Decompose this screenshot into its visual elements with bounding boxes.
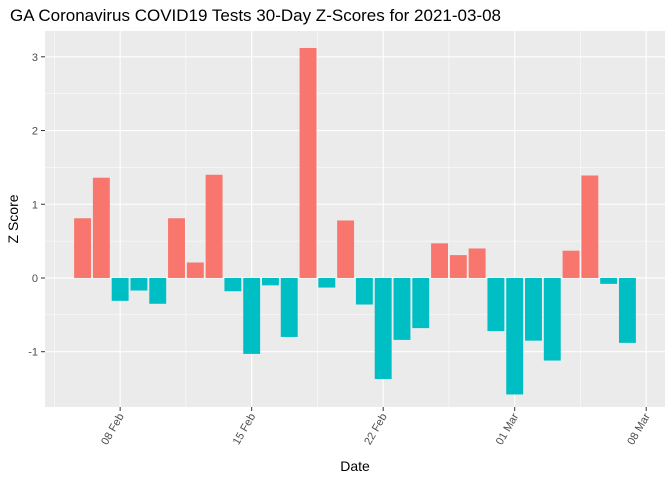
bar <box>468 248 486 278</box>
bar <box>374 277 392 379</box>
y-axis: -1 0 1 2 3 <box>28 52 45 359</box>
x-tick-label: 22 Feb <box>362 412 390 448</box>
bar <box>186 262 204 278</box>
y-tick-label: 1 <box>32 199 38 211</box>
bar <box>355 277 373 305</box>
x-tick-label: 08 Feb <box>99 412 127 448</box>
bar <box>506 277 524 395</box>
bar <box>337 220 355 278</box>
y-tick-label: 0 <box>32 273 38 285</box>
bar <box>111 277 129 301</box>
bar <box>92 177 110 278</box>
y-tick-label: 3 <box>32 52 38 64</box>
y-tick-label: -1 <box>28 347 38 359</box>
bar <box>525 277 542 341</box>
bar <box>581 175 599 278</box>
plot-panel <box>45 31 665 407</box>
bar <box>205 174 223 278</box>
bar <box>318 277 336 288</box>
y-tick-label: 2 <box>32 126 38 138</box>
bar <box>243 277 261 354</box>
bar <box>543 277 561 361</box>
x-tick-label: 01 Mar <box>494 411 522 447</box>
bar <box>168 218 185 278</box>
x-tick-label: 08 Mar <box>625 411 653 447</box>
bar <box>224 277 242 292</box>
x-tick-label: 15 Feb <box>231 412 259 448</box>
grid-lines <box>45 31 665 407</box>
bar <box>299 47 317 278</box>
bar <box>130 277 148 291</box>
bars <box>74 47 636 395</box>
bar <box>431 243 448 278</box>
bar <box>280 277 298 337</box>
x-axis: 08 Feb 15 Feb 22 Feb 01 Mar 08 Mar <box>99 407 653 447</box>
bar <box>562 250 580 278</box>
bar <box>449 255 467 278</box>
bar <box>149 277 167 304</box>
bar <box>262 277 279 286</box>
bar <box>393 277 411 340</box>
y-axis-title: Z Score <box>5 194 21 243</box>
bar <box>412 277 430 329</box>
bar <box>600 277 618 284</box>
bar <box>618 277 636 343</box>
bar <box>74 218 92 278</box>
bar <box>487 277 505 332</box>
x-axis-title: Date <box>340 458 370 474</box>
chart-title: GA Coronavirus COVID19 Tests 30-Day Z-Sc… <box>10 6 501 25</box>
